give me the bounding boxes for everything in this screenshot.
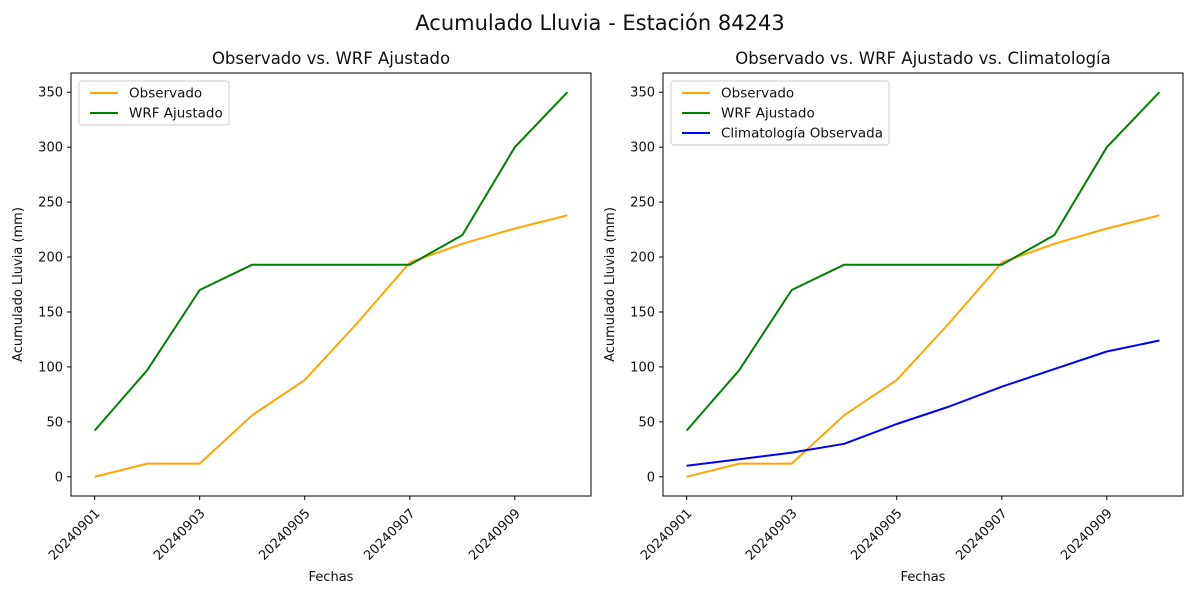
y-tick-label: 150 [630,305,655,320]
y-tick-label: 100 [38,360,63,375]
x-tick-label: 20240907 [953,506,1010,563]
y-axis-label: Acumulado Lluvia (mm) [11,207,26,362]
x-axis-label: Fechas [901,570,946,585]
legend: Observado WRF Ajustado [78,80,230,126]
y-tick-label: 300 [38,141,63,156]
subplot-0: 0 50 100 150 200 250 300 350 20240901 20240903 202… [11,49,592,585]
series-line-observado [686,214,1160,478]
legend-label: WRF Ajustado [721,106,815,122]
y-tick-label: 350 [38,86,63,101]
y-axis-label: Acumulado Lluvia (mm) [603,207,618,362]
series-line-wrf-ajustado [685,91,1161,432]
legend: Observado WRF Ajustado Climatología Observ… [670,80,890,146]
y-tick-label: 200 [630,251,655,266]
x-tick-label: 20240905 [848,506,905,563]
legend-label: Observado [721,86,794,102]
y-tick-label: 250 [630,196,655,211]
x-tick-label: 20240909 [466,506,523,563]
legend-label: WRF Ajustado [129,106,223,122]
x-tick-label: 20240901 [46,506,103,563]
x-tick-label: 20240905 [256,506,313,563]
legend-label: Observado [129,86,202,102]
series-line-observado [94,214,568,478]
subplot-1: 0 50 100 150 200 250 300 350 20240901 20240903 202… [603,49,1184,585]
subplot-title: Observado vs. WRF Ajustado vs. Climatolo… [735,49,1111,68]
x-tick-label: 20240909 [1058,506,1115,563]
axes-frame [662,72,1184,497]
y-tick-label: 0 [647,470,655,485]
y-tick-label: 50 [46,415,63,430]
x-tick-label: 20240903 [743,506,800,563]
y-tick-label: 0 [55,470,63,485]
x-tick-label: 20240901 [638,506,695,563]
x-tick-label: 20240907 [361,506,418,563]
y-tick-label: 150 [38,305,63,320]
x-axis-label: Fechas [309,570,354,585]
y-tick-label: 350 [630,86,655,101]
axes-frame [70,72,592,497]
figure-title: Acumulado Lluvia - Estación 84243 [415,11,785,35]
legend-box [670,80,890,146]
series-line-wrf-ajustado [93,91,569,432]
y-tick-label: 300 [630,141,655,156]
y-tick-label: 250 [38,196,63,211]
series-line-climatolog-a-observada [686,339,1160,467]
y-tick-label: 100 [630,360,655,375]
y-tick-label: 50 [638,415,655,430]
y-tick-label: 200 [38,251,63,266]
legend-label: Climatología Observada [721,126,883,142]
subplot-title: Observado vs. WRF Ajustado [212,49,450,68]
x-tick-label: 20240903 [151,506,208,563]
